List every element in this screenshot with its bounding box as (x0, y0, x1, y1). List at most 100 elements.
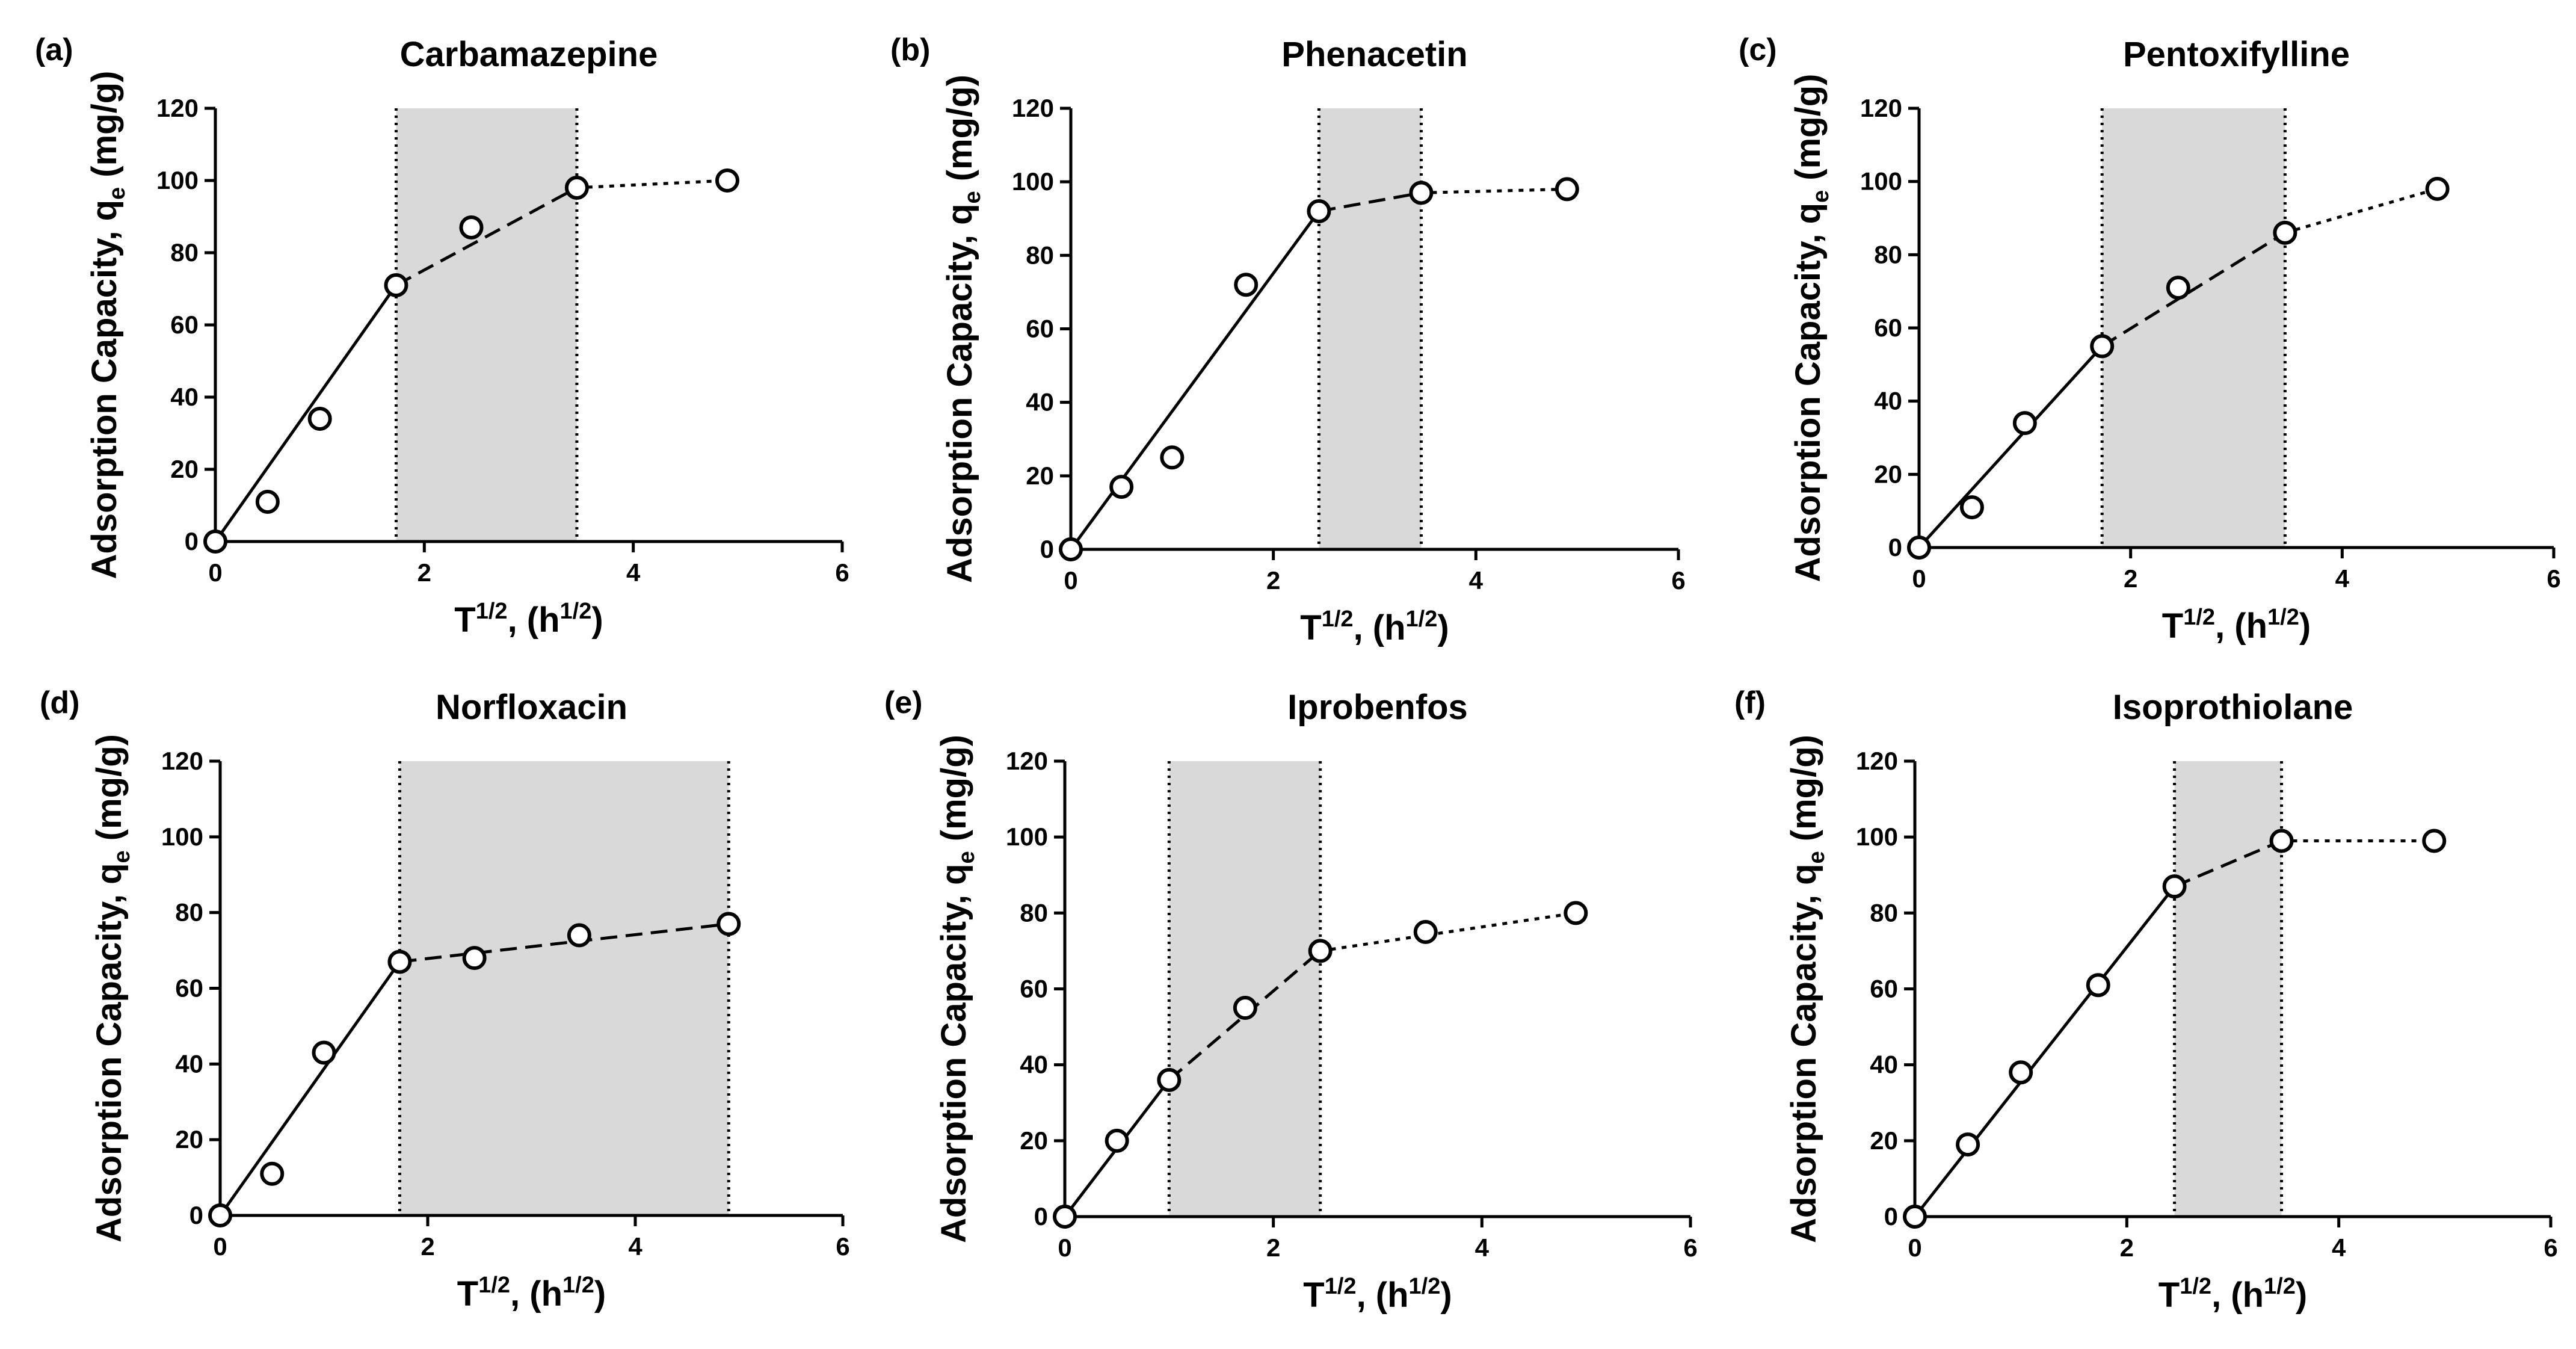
data-point (1564, 901, 1588, 925)
data-point (208, 1203, 232, 1227)
chart-title: Iprobenfos (1287, 688, 1468, 727)
y-tick-label: 0 (1034, 1202, 1048, 1230)
panel-label: (d) (40, 685, 79, 720)
x-axis-label: T1/2, (h1/2) (454, 599, 603, 640)
data-point (1160, 445, 1185, 470)
panel-label: (a) (35, 32, 73, 67)
y-tick-label: 0 (185, 527, 199, 555)
x-tick-label: 4 (626, 558, 641, 587)
y-tick-label: 100 (156, 166, 199, 194)
data-point (2162, 874, 2187, 899)
shaded-region (399, 761, 729, 1215)
chart-title: Isoprothiolane (2113, 688, 2353, 727)
y-tick-label: 80 (1870, 898, 1898, 927)
y-axis-label-part: e (1808, 190, 1834, 203)
x-axis-label-part: T (457, 1274, 478, 1314)
y-tick-label: 120 (1856, 747, 1898, 775)
y-tick-label: 120 (1860, 94, 1902, 122)
panel-label: (f) (1734, 685, 1766, 720)
x-axis-label-part: 1/2 (560, 599, 592, 624)
y-tick-label: 40 (1874, 387, 1902, 415)
data-point (1105, 1128, 1129, 1153)
data-point (2012, 411, 2037, 436)
y-tick-label: 20 (1026, 461, 1054, 490)
shaded-region (2174, 761, 2282, 1217)
x-tick-label: 6 (1671, 566, 1685, 594)
x-axis-label-part: ) (594, 1274, 606, 1314)
y-axis-label-part: e (109, 850, 135, 863)
data-point (1555, 177, 1579, 202)
fit-line-dotted (1421, 187, 1567, 194)
data-point (387, 949, 412, 974)
y-axis-label: Adsorption Capacity, qe (mg/g) (934, 735, 979, 1243)
y-tick-label: 80 (1020, 898, 1048, 927)
y-tick-label: 20 (1020, 1126, 1048, 1155)
x-axis-label-part: ) (591, 600, 603, 640)
data-point (203, 529, 227, 554)
y-axis-label-part: Adsorption Capacity, q (85, 200, 124, 579)
y-axis-label-part: e (1804, 851, 1829, 863)
data-point (1307, 199, 1331, 224)
x-axis-label-part: , (h (508, 600, 560, 640)
x-axis-label-part: , (h (510, 1274, 562, 1314)
y-tick-label: 0 (1888, 533, 1902, 561)
y-tick-label: 120 (1006, 747, 1048, 775)
data-point (384, 273, 408, 297)
fit-line-dotted (1320, 911, 1576, 952)
y-axis-label-part: (mg/g) (1789, 74, 1828, 190)
panel-label: (e) (884, 685, 923, 720)
x-axis-label-part: , (h (2211, 1276, 2264, 1315)
x-axis-label-part: 1/2 (2264, 1274, 2296, 1299)
y-axis-label: Adsorption Capacity, qe (mg/g) (1789, 74, 1834, 582)
x-tick-label: 4 (1469, 566, 1484, 594)
x-tick-label: 0 (208, 558, 222, 587)
data-point (1059, 537, 1083, 561)
x-tick-label: 6 (1683, 1233, 1697, 1262)
y-tick-label: 0 (190, 1201, 203, 1229)
x-axis-label-part: 1/2 (1322, 607, 1354, 632)
x-axis-label-part: T (2158, 1276, 2180, 1315)
data-point (2086, 973, 2110, 998)
x-tick-label: 6 (2547, 564, 2560, 593)
y-axis-label-part: Adsorption Capacity, q (934, 863, 973, 1243)
x-axis-label-part: T (2162, 607, 2183, 646)
fit-line-solid (1914, 885, 2176, 1218)
y-tick-label: 100 (1012, 167, 1054, 196)
data-point (307, 407, 332, 431)
y-tick-label: 120 (1012, 94, 1054, 122)
y-tick-label: 60 (1020, 975, 1048, 1003)
chart-title: Norfloxacin (436, 688, 627, 727)
y-tick-label: 60 (170, 310, 199, 339)
panel-label: (c) (1739, 32, 1777, 67)
y-tick-label: 0 (1884, 1202, 1898, 1230)
data-point (2166, 276, 2190, 300)
x-axis-label-part: 1/2 (1406, 607, 1438, 632)
data-point (2269, 829, 2294, 853)
x-tick-label: 2 (2124, 564, 2137, 593)
y-axis-label-part: Adsorption Capacity, q (90, 863, 129, 1242)
x-axis-label: T1/2, (h1/2) (2158, 1274, 2307, 1315)
y-axis-label-part: (mg/g) (90, 734, 129, 850)
x-axis-label-part: 1/2 (2180, 1274, 2211, 1299)
y-axis-label-part: (mg/g) (85, 71, 124, 187)
x-tick-label: 0 (1912, 564, 1926, 593)
y-tick-label: 40 (1020, 1051, 1048, 1079)
y-axis-label-part: (mg/g) (934, 735, 973, 851)
data-point (459, 215, 484, 239)
shaded-region (396, 108, 577, 542)
shaded-region (1319, 108, 1422, 549)
y-tick-label: 60 (1870, 975, 1898, 1003)
data-point (312, 1040, 336, 1065)
panel-label: (b) (890, 32, 930, 67)
fit-line-solid (218, 961, 401, 1217)
data-point (1233, 996, 1257, 1020)
x-axis-label-part: 1/2 (2267, 605, 2299, 630)
chart-title: Phenacetin (1281, 35, 1467, 74)
x-tick-label: 0 (1908, 1233, 1921, 1262)
fit-line-dashed (2174, 839, 2282, 888)
x-axis-label: T1/2, (h1/2) (2162, 605, 2311, 646)
fit-line-solid (214, 284, 398, 543)
